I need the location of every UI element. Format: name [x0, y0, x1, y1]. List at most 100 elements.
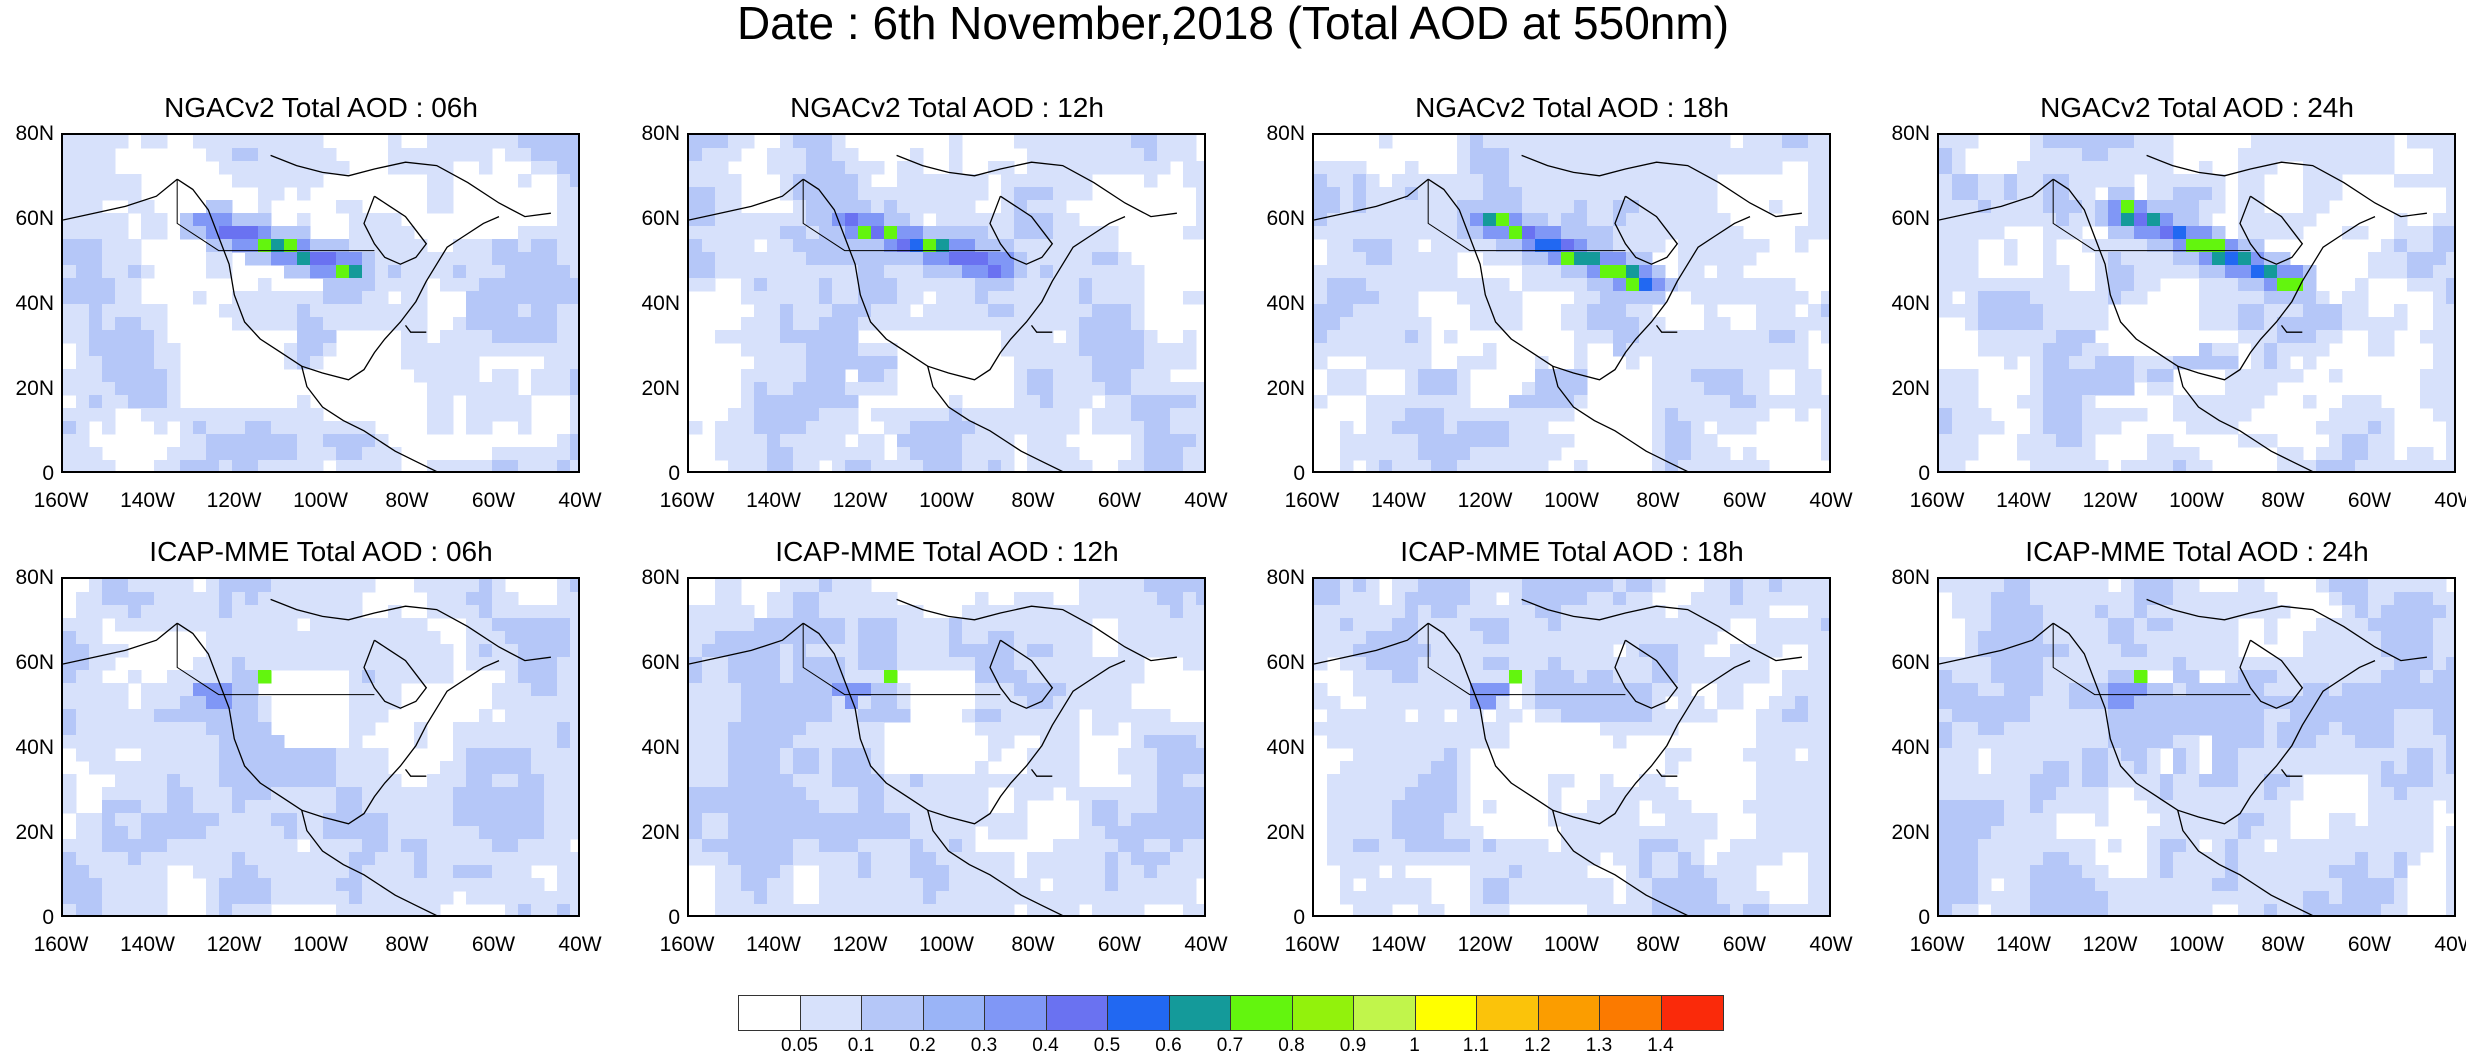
- lat-tick-label: 0: [1918, 462, 1930, 485]
- panel-title: NGACv2 Total AOD : 24h: [2040, 92, 2354, 123]
- figure-title: Date : 6th November,2018 (Total AOD at 5…: [736, 0, 1730, 49]
- colorbar-label: 1.2: [1524, 1035, 1551, 1056]
- lon-tick-label: 160W: [659, 933, 715, 956]
- lon-tick-label: 120W: [832, 489, 888, 512]
- lon-tick-label: 140W: [746, 489, 801, 512]
- coastline: [802, 622, 1126, 825]
- colorbar-label: 1.3: [1585, 1035, 1613, 1056]
- lon-tick-label: 100W: [1544, 933, 1599, 956]
- coastline: [1614, 195, 1679, 265]
- coastline: [1552, 810, 1688, 915]
- colorbar-label: 0.1: [847, 1035, 875, 1056]
- coastline: [2052, 622, 2376, 825]
- aod-map: [689, 135, 1204, 471]
- lon-tick-label: 60W: [2347, 933, 2392, 956]
- lat-tick-label: 0: [668, 906, 680, 929]
- map-frame: [1937, 133, 2456, 473]
- lon-tick-label: 100W: [1544, 489, 1599, 512]
- colorbar-label: 1: [1409, 1035, 1420, 1056]
- lon-tick-label: 120W: [1457, 489, 1513, 512]
- map-frame: [1937, 577, 2456, 917]
- lon-tick-label: 160W: [33, 933, 89, 956]
- lat-tick-label: 0: [668, 462, 680, 485]
- aod-map: [689, 579, 1204, 915]
- border-line: [1427, 179, 1626, 252]
- coastline: [270, 154, 551, 218]
- colorbar-box: [1661, 996, 1723, 1030]
- colorbar-box: [1292, 996, 1354, 1030]
- colorbar-label: 0.7: [1216, 1035, 1244, 1056]
- lat-tick-label: 40N: [641, 736, 680, 759]
- lon-tick-label: 140W: [1996, 489, 2051, 512]
- coastline: [1521, 154, 1802, 218]
- lon-tick-label: 160W: [1284, 933, 1340, 956]
- coastline: [927, 366, 1063, 471]
- lat-tick-label: 40N: [1266, 292, 1305, 315]
- colorbar-box: [1108, 996, 1170, 1030]
- map-frame: [1312, 133, 1831, 473]
- coastline: [2239, 195, 2304, 265]
- lon-tick-label: 60W: [1097, 489, 1142, 512]
- lat-tick-label: 60N: [641, 207, 680, 230]
- lat-tick-label: 80N: [641, 566, 680, 589]
- lon-tick-label: 40W: [558, 933, 602, 956]
- colorbar-box: [1477, 996, 1539, 1030]
- lat-tick-label: 20N: [641, 377, 680, 400]
- coastline: [1427, 178, 1751, 381]
- lat-tick-label: 20N: [641, 821, 680, 844]
- colorbar-box: [862, 996, 924, 1030]
- panel-title: NGACv2 Total AOD : 06h: [164, 92, 478, 123]
- panel-title: ICAP-MME Total AOD : 18h: [1400, 536, 1744, 567]
- coastline: [176, 622, 500, 825]
- coastline: [689, 178, 804, 221]
- coastline: [896, 598, 1177, 662]
- panel-title: ICAP-MME Total AOD : 12h: [775, 536, 1119, 567]
- lon-tick-label: 140W: [1371, 933, 1426, 956]
- lat-tick-label: 20N: [1266, 377, 1305, 400]
- colorbar-box: [1415, 996, 1477, 1030]
- colorbar-box: [985, 996, 1047, 1030]
- lat-tick-label: 0: [1918, 906, 1930, 929]
- coastline: [1314, 178, 1429, 221]
- coastline: [1521, 598, 1802, 662]
- colorbar-box: [1231, 996, 1293, 1030]
- panel-title: NGACv2 Total AOD : 12h: [790, 92, 1104, 123]
- coastline: [2146, 598, 2427, 662]
- lon-tick-label: 120W: [2082, 489, 2138, 512]
- colorbar-box: [1169, 996, 1231, 1030]
- border-line: [176, 623, 375, 696]
- coastline: [176, 178, 500, 381]
- colorbar-label: 0.2: [909, 1035, 936, 1056]
- lat-tick-label: 80N: [641, 122, 680, 145]
- aod-map: [1314, 135, 1829, 471]
- coastline: [301, 810, 437, 915]
- lat-tick-label: 60N: [641, 651, 680, 674]
- map-frame: [61, 577, 580, 917]
- lat-tick-label: 60N: [15, 207, 54, 230]
- colorbar-label: 0.3: [970, 1035, 998, 1056]
- lat-tick-label: 40N: [15, 736, 54, 759]
- lat-tick-label: 40N: [641, 292, 680, 315]
- lon-tick-label: 160W: [1909, 489, 1965, 512]
- coastline: [989, 639, 1054, 709]
- lon-tick-label: 160W: [1909, 933, 1965, 956]
- lon-tick-label: 160W: [1284, 489, 1340, 512]
- lon-tick-label: 80W: [2261, 933, 2305, 956]
- coastline: [2146, 154, 2427, 218]
- coastline: [2177, 810, 2313, 915]
- lon-tick-label: 80W: [385, 933, 429, 956]
- coastline: [301, 366, 437, 471]
- lat-tick-label: 20N: [1891, 821, 1930, 844]
- lon-tick-label: 160W: [33, 489, 89, 512]
- coastline: [2280, 769, 2303, 777]
- border-line: [176, 179, 375, 252]
- coastline: [2280, 325, 2303, 333]
- lon-tick-label: 40W: [1809, 489, 1853, 512]
- border-line: [802, 179, 1001, 252]
- lon-tick-label: 60W: [1722, 933, 1767, 956]
- colorbar-box: [923, 996, 985, 1030]
- panel-title: ICAP-MME Total AOD : 06h: [149, 536, 493, 567]
- lon-tick-label: 120W: [832, 933, 888, 956]
- lat-tick-label: 40N: [1891, 736, 1930, 759]
- lon-tick-label: 120W: [206, 933, 262, 956]
